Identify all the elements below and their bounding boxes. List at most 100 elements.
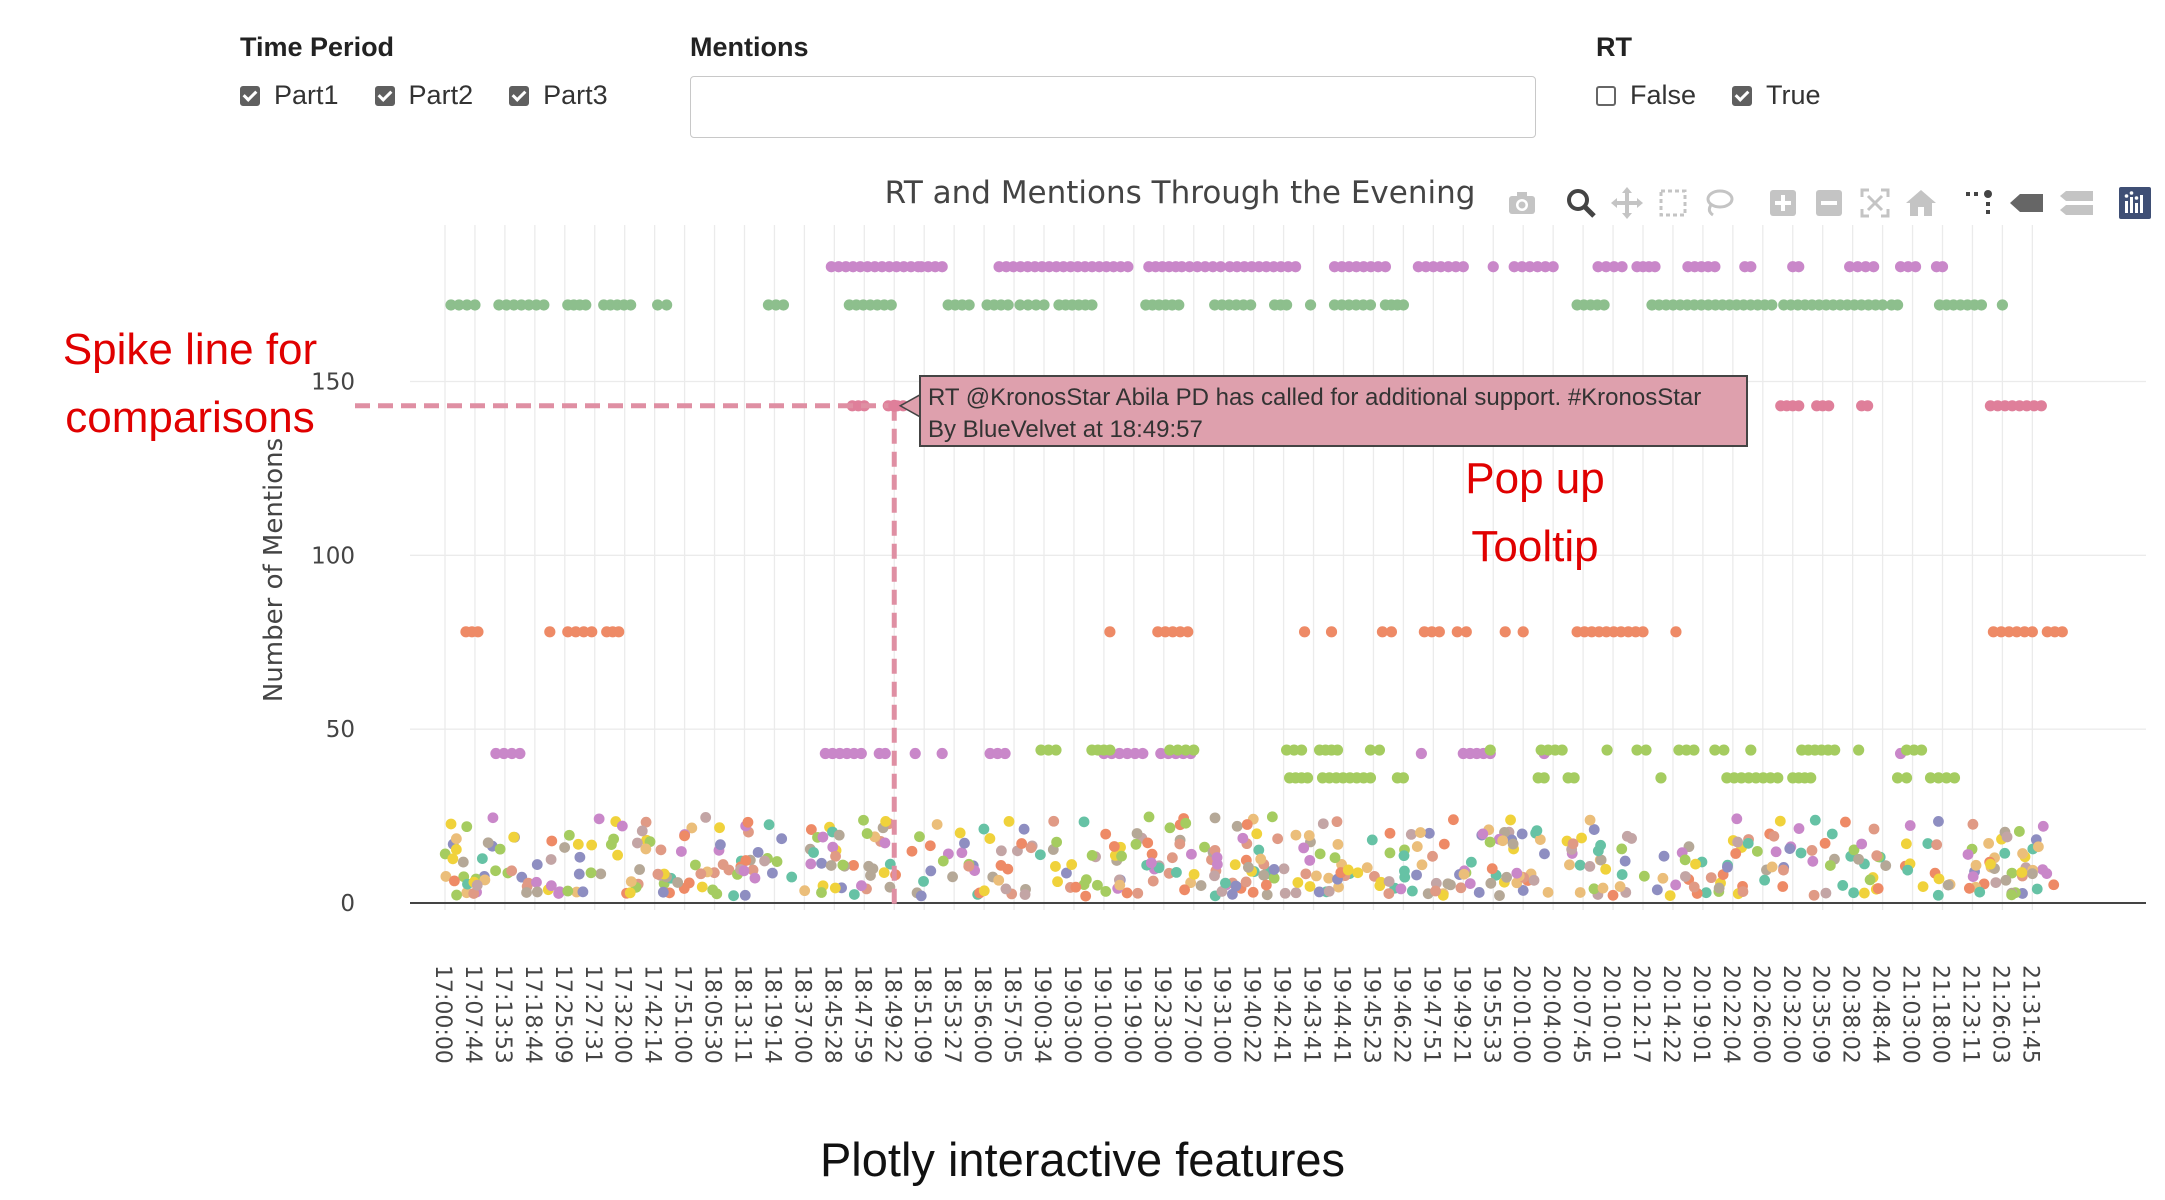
data-point[interactable]: [1967, 871, 1979, 882]
data-point[interactable]: [580, 299, 592, 311]
data-point[interactable]: [1531, 825, 1543, 837]
data-point[interactable]: [545, 854, 557, 865]
data-point[interactable]: [2006, 889, 2018, 901]
data-point[interactable]: [1416, 859, 1428, 871]
checkbox-part1-box[interactable]: [240, 85, 260, 106]
data-point[interactable]: [1104, 744, 1116, 756]
spike-lines-icon[interactable]: [1962, 186, 1996, 220]
data-point[interactable]: [1272, 833, 1284, 845]
data-point[interactable]: [1180, 817, 1192, 829]
data-point[interactable]: [1278, 863, 1290, 875]
data-point[interactable]: [1924, 772, 1937, 784]
data-point[interactable]: [1092, 879, 1103, 891]
data-point[interactable]: [695, 868, 707, 880]
data-point[interactable]: [1917, 881, 1929, 893]
data-point[interactable]: [1808, 889, 1820, 901]
data-point[interactable]: [1113, 747, 1126, 760]
data-point[interactable]: [1902, 864, 1914, 876]
data-point[interactable]: [936, 261, 948, 273]
data-point[interactable]: [1614, 881, 1626, 892]
data-point[interactable]: [1241, 819, 1253, 830]
data-point[interactable]: [714, 839, 726, 851]
data-point[interactable]: [1240, 876, 1252, 888]
data-point[interactable]: [1600, 863, 1612, 875]
data-point[interactable]: [1385, 626, 1398, 638]
data-point[interactable]: [445, 299, 457, 311]
data-point[interactable]: [1516, 828, 1528, 840]
data-point[interactable]: [995, 845, 1007, 857]
data-point[interactable]: [447, 853, 459, 865]
data-point[interactable]: [632, 837, 643, 849]
data-point[interactable]: [1464, 878, 1476, 890]
data-point[interactable]: [1034, 849, 1046, 861]
data-point[interactable]: [1384, 847, 1396, 859]
data-point[interactable]: [1314, 848, 1326, 860]
data-point[interactable]: [1601, 744, 1613, 756]
data-point[interactable]: [1567, 838, 1579, 850]
data-point[interactable]: [1383, 888, 1395, 900]
data-point[interactable]: [1195, 880, 1207, 891]
data-point[interactable]: [1300, 868, 1312, 880]
data-point[interactable]: [1806, 845, 1818, 856]
data-point[interactable]: [1774, 815, 1786, 827]
data-point[interactable]: [1511, 867, 1523, 879]
data-point[interactable]: [1405, 828, 1417, 840]
data-point[interactable]: [1680, 871, 1691, 882]
data-point[interactable]: [1398, 850, 1410, 862]
data-point[interactable]: [1070, 881, 1082, 893]
data-point[interactable]: [879, 837, 891, 849]
data-point[interactable]: [1860, 261, 1872, 273]
data-point[interactable]: [450, 844, 462, 855]
data-point[interactable]: [763, 819, 775, 831]
data-point[interactable]: [1983, 837, 1995, 849]
data-point[interactable]: [546, 835, 558, 847]
data-point[interactable]: [1364, 299, 1377, 311]
data-point[interactable]: [1484, 836, 1496, 848]
data-point[interactable]: [2056, 626, 2068, 638]
hover-compare-icon[interactable]: [2060, 186, 2094, 220]
data-point[interactable]: [1292, 877, 1304, 888]
data-point[interactable]: [816, 857, 827, 869]
data-point[interactable]: [448, 875, 460, 887]
data-point[interactable]: [1411, 841, 1423, 852]
data-point[interactable]: [563, 829, 575, 841]
data-point[interactable]: [1207, 261, 1219, 273]
data-point[interactable]: [1524, 261, 1536, 273]
data-point[interactable]: [1891, 299, 1904, 311]
data-point[interactable]: [742, 816, 754, 828]
data-point[interactable]: [562, 626, 574, 638]
data-point[interactable]: [1778, 864, 1789, 876]
data-point[interactable]: [749, 872, 761, 884]
data-point[interactable]: [1473, 887, 1485, 898]
data-point[interactable]: [1948, 772, 1961, 784]
data-point[interactable]: [657, 886, 669, 898]
data-point[interactable]: [521, 887, 532, 898]
data-point[interactable]: [1384, 827, 1396, 839]
data-point[interactable]: [1517, 626, 1529, 638]
data-point[interactable]: [1542, 886, 1554, 898]
data-point[interactable]: [1191, 261, 1203, 273]
data-point[interactable]: [1517, 885, 1529, 896]
data-point[interactable]: [1766, 299, 1778, 311]
data-point[interactable]: [700, 811, 712, 823]
data-point[interactable]: [1962, 849, 1974, 860]
data-point[interactable]: [586, 626, 598, 638]
data-point[interactable]: [554, 886, 566, 898]
data-point[interactable]: [978, 885, 990, 897]
data-point[interactable]: [461, 821, 473, 833]
data-point[interactable]: [858, 814, 869, 826]
data-point[interactable]: [1022, 299, 1034, 311]
data-point[interactable]: [1824, 860, 1836, 871]
data-point[interactable]: [1397, 772, 1409, 784]
data-point[interactable]: [825, 860, 837, 871]
data-point[interactable]: [1732, 836, 1744, 848]
data-point[interactable]: [1862, 400, 1874, 412]
data-point[interactable]: [879, 747, 891, 760]
data-point[interactable]: [572, 838, 584, 850]
data-point[interactable]: [1858, 887, 1870, 899]
data-point[interactable]: [1891, 772, 1904, 784]
data-point[interactable]: [1317, 818, 1329, 830]
data-point[interactable]: [993, 874, 1005, 886]
data-point[interactable]: [1528, 874, 1540, 886]
data-point[interactable]: [1030, 299, 1042, 311]
